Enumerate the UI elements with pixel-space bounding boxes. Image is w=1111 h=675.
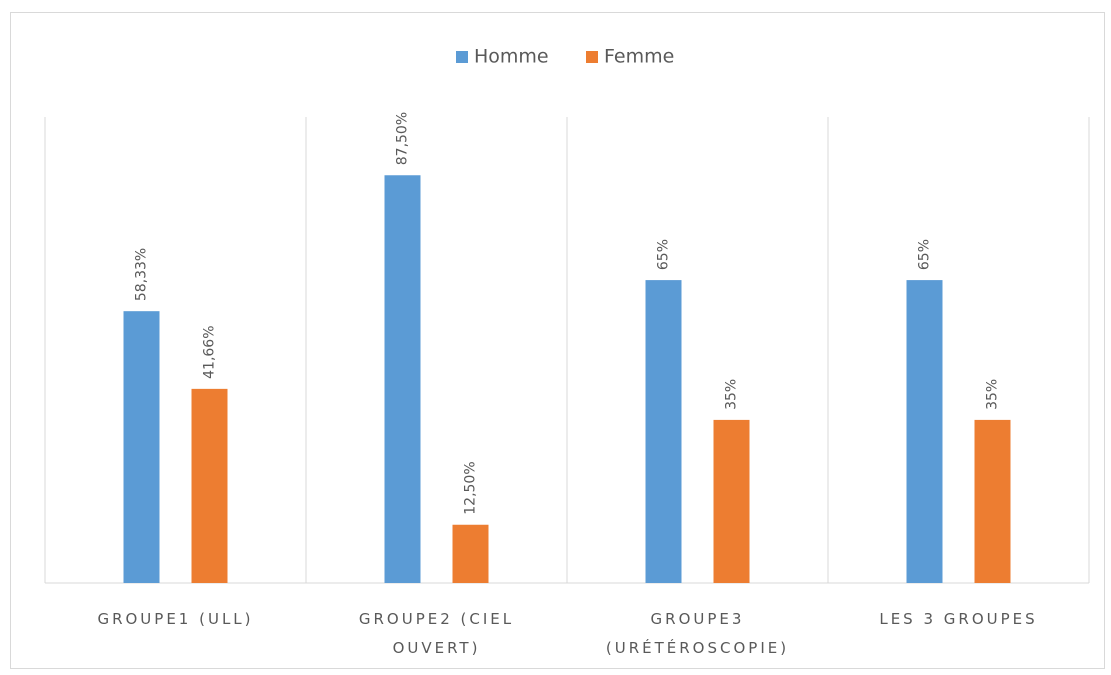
legend-label: Femme bbox=[604, 46, 674, 68]
bar bbox=[906, 280, 943, 583]
x-tick-label: GROUPE2 (CIEL OUVERT) bbox=[359, 610, 514, 657]
legend-swatch bbox=[586, 51, 598, 63]
data-label: 35% bbox=[724, 379, 740, 410]
bar bbox=[974, 419, 1011, 583]
bar bbox=[452, 524, 489, 583]
x-tick-label: LES 3 GROUPES bbox=[879, 610, 1037, 628]
legend-swatch bbox=[456, 51, 468, 63]
data-label: 65% bbox=[917, 239, 933, 270]
legend-label: Homme bbox=[474, 46, 549, 68]
x-tick-label: GROUPE1 (ULL) bbox=[97, 610, 253, 628]
data-label: 35% bbox=[985, 379, 1001, 410]
bar bbox=[384, 175, 421, 583]
bar bbox=[123, 311, 160, 583]
data-label: 58,33% bbox=[134, 248, 150, 301]
x-tick-label: GROUPE3 (URÉTÉROSCOPIE) bbox=[606, 610, 789, 657]
bar bbox=[645, 280, 682, 583]
bar bbox=[191, 388, 228, 583]
data-label: 87,50% bbox=[395, 112, 411, 165]
data-label: 12,50% bbox=[463, 461, 479, 514]
data-label: 65% bbox=[656, 239, 672, 270]
data-label: 41,66% bbox=[202, 325, 218, 378]
bar bbox=[713, 419, 750, 583]
